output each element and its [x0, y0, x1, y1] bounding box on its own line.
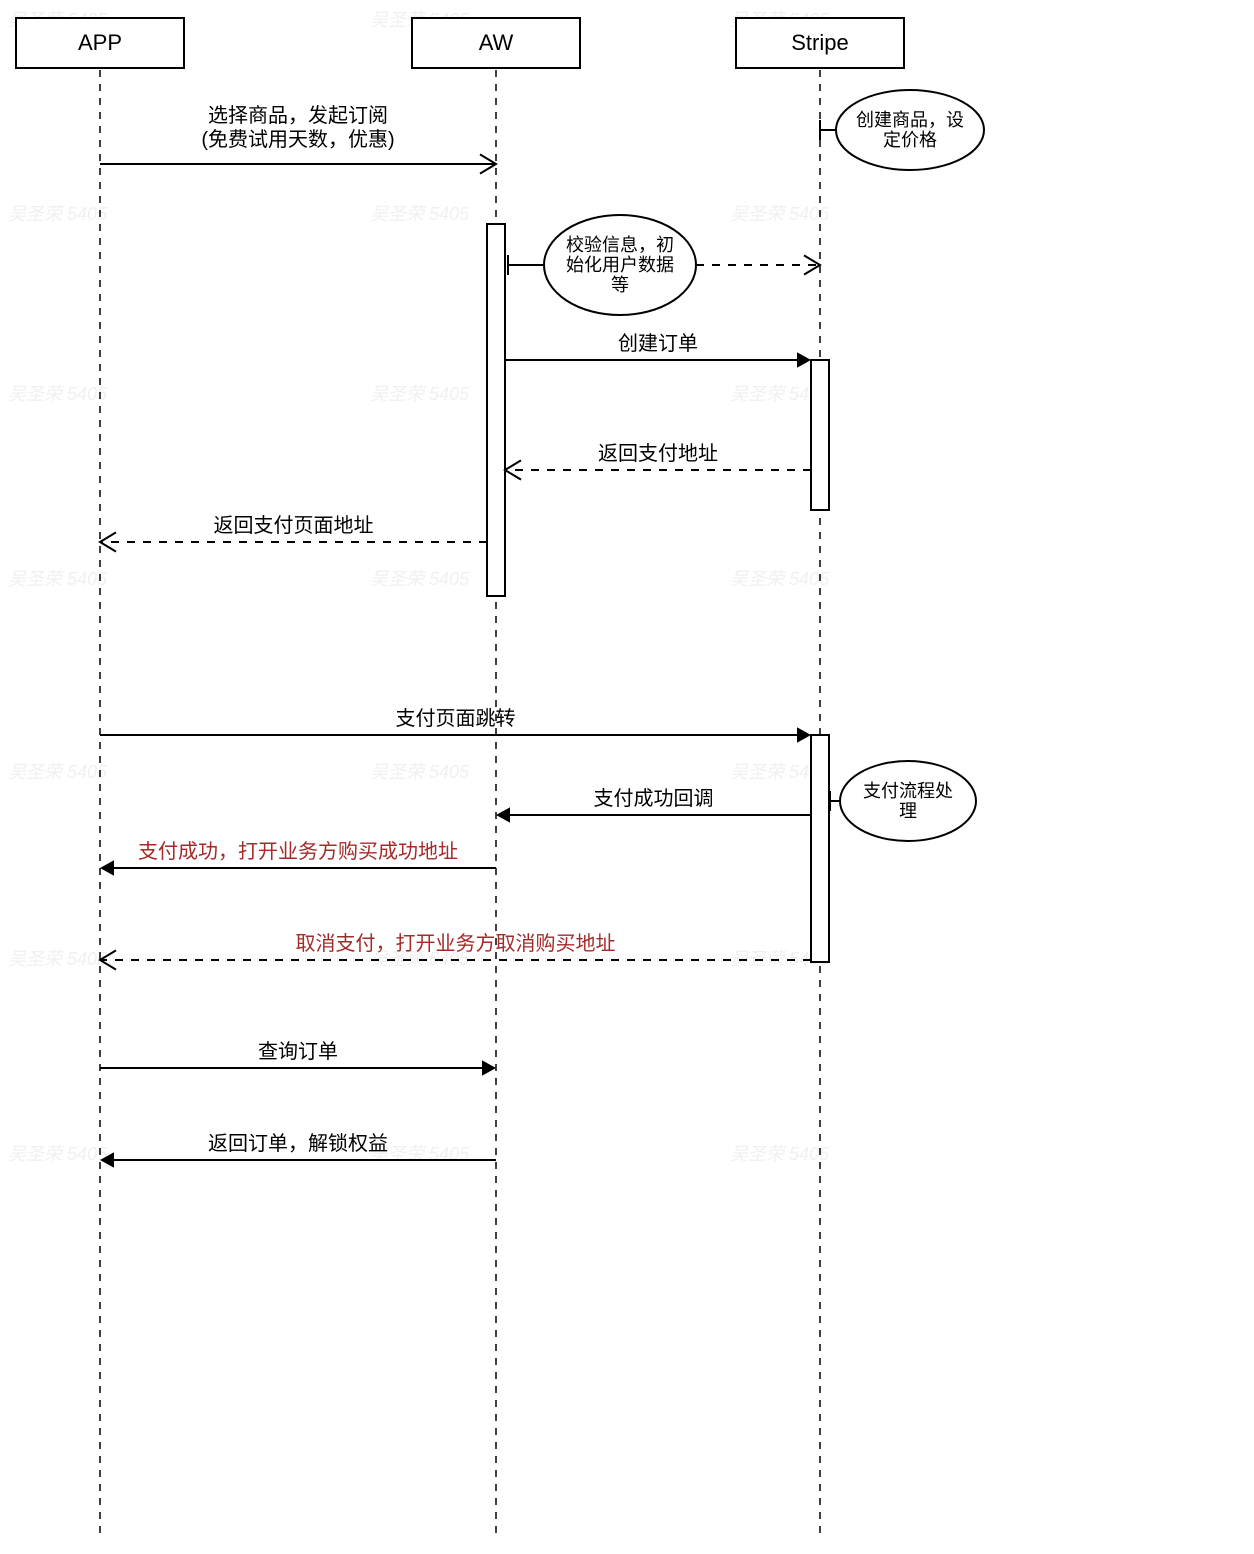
note-create-product-line-1: 定价格	[883, 130, 937, 150]
activation-stripe-1	[811, 360, 829, 510]
note-init-line-2: 等	[611, 275, 629, 295]
watermark-text: 吴圣荣 5405	[8, 949, 108, 969]
watermark-text: 吴圣荣 5405	[370, 569, 470, 589]
message-label-6-0: 支付成功，打开业务方购买成功地址	[138, 840, 458, 863]
note-init-line-0: 校验信息，初	[566, 235, 674, 255]
arrowhead	[797, 352, 811, 367]
note-init-line-1: 始化用户数据	[566, 255, 674, 275]
message-label-3-0: 返回支付页面地址	[214, 514, 374, 537]
watermark-text: 吴圣荣 5405	[370, 204, 470, 224]
note-create-product-line-0: 创建商品，设	[856, 110, 964, 130]
message-label-0-1: (免费试用天数，优惠)	[201, 128, 394, 151]
watermark-text: 吴圣荣 5405	[8, 204, 108, 224]
message-label-7-0: 取消支付，打开业务方取消购买地址	[296, 932, 616, 955]
watermark-text: 吴圣荣 5405	[8, 762, 108, 782]
watermark-text: 吴圣荣 5405	[730, 204, 830, 224]
watermark-text: 吴圣荣 5405	[8, 1144, 108, 1164]
message-label-0-0: 选择商品，发起订阅	[208, 104, 388, 127]
message-label-1-0: 创建订单	[618, 332, 698, 355]
note-pay-process-line-1: 理	[899, 801, 917, 821]
message-label-9-0: 返回订单，解锁权益	[208, 1132, 388, 1155]
activation-stripe-2	[811, 735, 829, 962]
watermark-text: 吴圣荣 5405	[8, 569, 108, 589]
participant-label-aw: AW	[479, 30, 514, 55]
activation-aw-0	[487, 224, 505, 596]
arrowhead	[496, 807, 510, 822]
watermark-text: 吴圣荣 5405	[730, 1144, 830, 1164]
message-label-4-0: 支付页面跳转	[396, 707, 516, 730]
message-label-8-0: 查询订单	[258, 1040, 338, 1063]
sequence-diagram: 吴圣荣 5405 吴圣荣 5405 吴圣荣 5405 吴圣荣 5405 吴圣荣 5405…	[0, 0, 1254, 1554]
arrowhead	[100, 860, 114, 875]
message-label-2-0: 返回支付地址	[598, 442, 718, 465]
participant-label-app: APP	[78, 30, 122, 55]
watermark-text: 吴圣荣 5405	[370, 384, 470, 404]
participant-label-stripe: Stripe	[791, 30, 848, 55]
note-pay-process-line-0: 支付流程处	[863, 781, 953, 801]
watermark-text: 吴圣荣 5405	[730, 569, 830, 589]
watermark-text: 吴圣荣 5405	[370, 762, 470, 782]
message-label-5-0: 支付成功回调	[594, 787, 714, 810]
arrowhead	[797, 727, 811, 742]
watermark-text: 吴圣荣 5405	[8, 384, 108, 404]
arrowhead	[482, 1060, 496, 1075]
